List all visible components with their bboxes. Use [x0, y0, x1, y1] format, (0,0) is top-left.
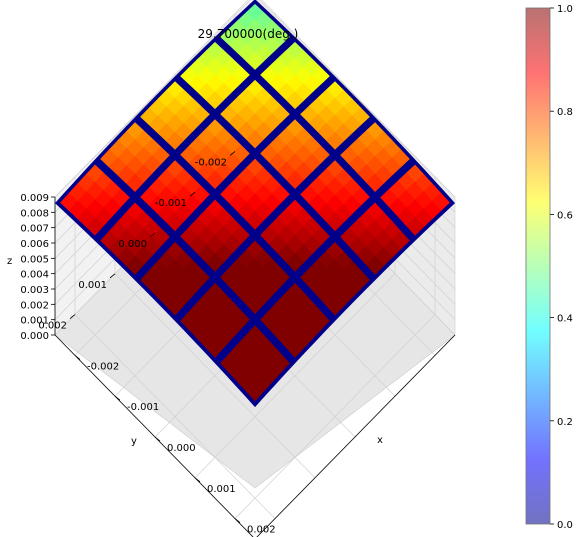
surface-cell	[365, 255, 385, 275]
y-tick-label: -0.001	[155, 198, 187, 209]
z-axis-label: z	[7, 256, 12, 267]
colorbar-tick-label: 0.8	[557, 107, 573, 118]
surface-cell	[325, 131, 345, 150]
colorbar-tick-label: 0.4	[557, 314, 573, 325]
surface-cell	[245, 211, 265, 230]
y-tick-label: 0.000	[118, 239, 147, 250]
surface-cell	[205, 338, 225, 358]
x-tick-label: -0.002	[87, 361, 119, 372]
surface-cell	[285, 170, 305, 190]
y-tick-label: 0.001	[78, 280, 107, 291]
grid-line	[74, 314, 276, 519]
surface-cell	[285, 338, 305, 358]
colorbar-tick-label: 1.0	[557, 4, 573, 15]
axis-ticks: -0.002-0.0010.0000.0010.002-0.002-0.0010…	[20, 151, 456, 537]
chart-title: 29.700000(deg.)	[198, 27, 299, 41]
surface-cell	[205, 252, 225, 272]
colorbar-tick-label: 0.6	[557, 210, 573, 221]
x-tick-label: -0.001	[127, 402, 159, 413]
grid-line	[114, 273, 316, 479]
z-tick-label: 0.009	[20, 193, 49, 204]
y-axis-line	[54, 334, 254, 537]
z-tick-label: 0.000	[20, 331, 49, 342]
surface-cell	[165, 212, 185, 232]
z-tick-label: 0.006	[20, 239, 49, 250]
z-tick-label: 0.007	[20, 224, 49, 235]
colorbar-tick-label: 0.2	[557, 417, 573, 428]
surface-cell	[325, 296, 345, 316]
x-axis-label: x	[377, 435, 383, 446]
surface-cell	[245, 294, 265, 315]
y-tick-label: 0.002	[38, 321, 67, 332]
z-tick-label: 0.001	[20, 316, 49, 327]
z-tick-label: 0.008	[20, 208, 49, 219]
y-tick	[229, 151, 236, 156]
surface-cell	[365, 173, 385, 192]
colorbar-tick-label: 0.0	[557, 520, 573, 531]
z-tick-label: 0.004	[20, 270, 49, 281]
surface-cell	[325, 212, 345, 232]
z-tick-label: 0.005	[20, 254, 49, 265]
z-tick-label: 0.003	[20, 285, 49, 296]
surface-cell	[125, 255, 145, 275]
y-tick	[109, 273, 116, 279]
surface-cell	[245, 52, 265, 70]
x-tick-label: 0.000	[167, 443, 196, 454]
surface-cell	[165, 296, 185, 316]
y-tick	[69, 314, 76, 319]
x-tick-label: 0.002	[247, 525, 276, 536]
y-axis-label: y	[131, 436, 137, 447]
y-tick-label: -0.002	[195, 157, 227, 168]
surface-cell	[125, 173, 145, 192]
z-tick-label: 0.002	[20, 300, 49, 311]
surface-cell	[285, 91, 305, 110]
surface	[55, 0, 455, 408]
surface-cell	[285, 252, 305, 272]
surface-cell	[405, 217, 425, 236]
surface-cell	[245, 130, 265, 149]
colorbar: 0.0 0.2 0.4 0.6 0.8 1.0	[525, 4, 573, 531]
colorbar-ticks: 0.0 0.2 0.4 0.6 0.8 1.0	[550, 4, 573, 531]
surface-cell	[85, 217, 105, 236]
x-axis-line	[256, 334, 456, 537]
surface-cell	[205, 91, 225, 110]
surface-cell	[245, 381, 265, 402]
colorbar-gradient	[525, 7, 551, 525]
surface-cell	[165, 131, 185, 150]
grid-line	[54, 0, 456, 198]
y-tick	[149, 232, 156, 238]
y-tick	[189, 191, 196, 197]
x-tick-label: 0.001	[207, 484, 236, 495]
surface-cell	[205, 170, 225, 190]
